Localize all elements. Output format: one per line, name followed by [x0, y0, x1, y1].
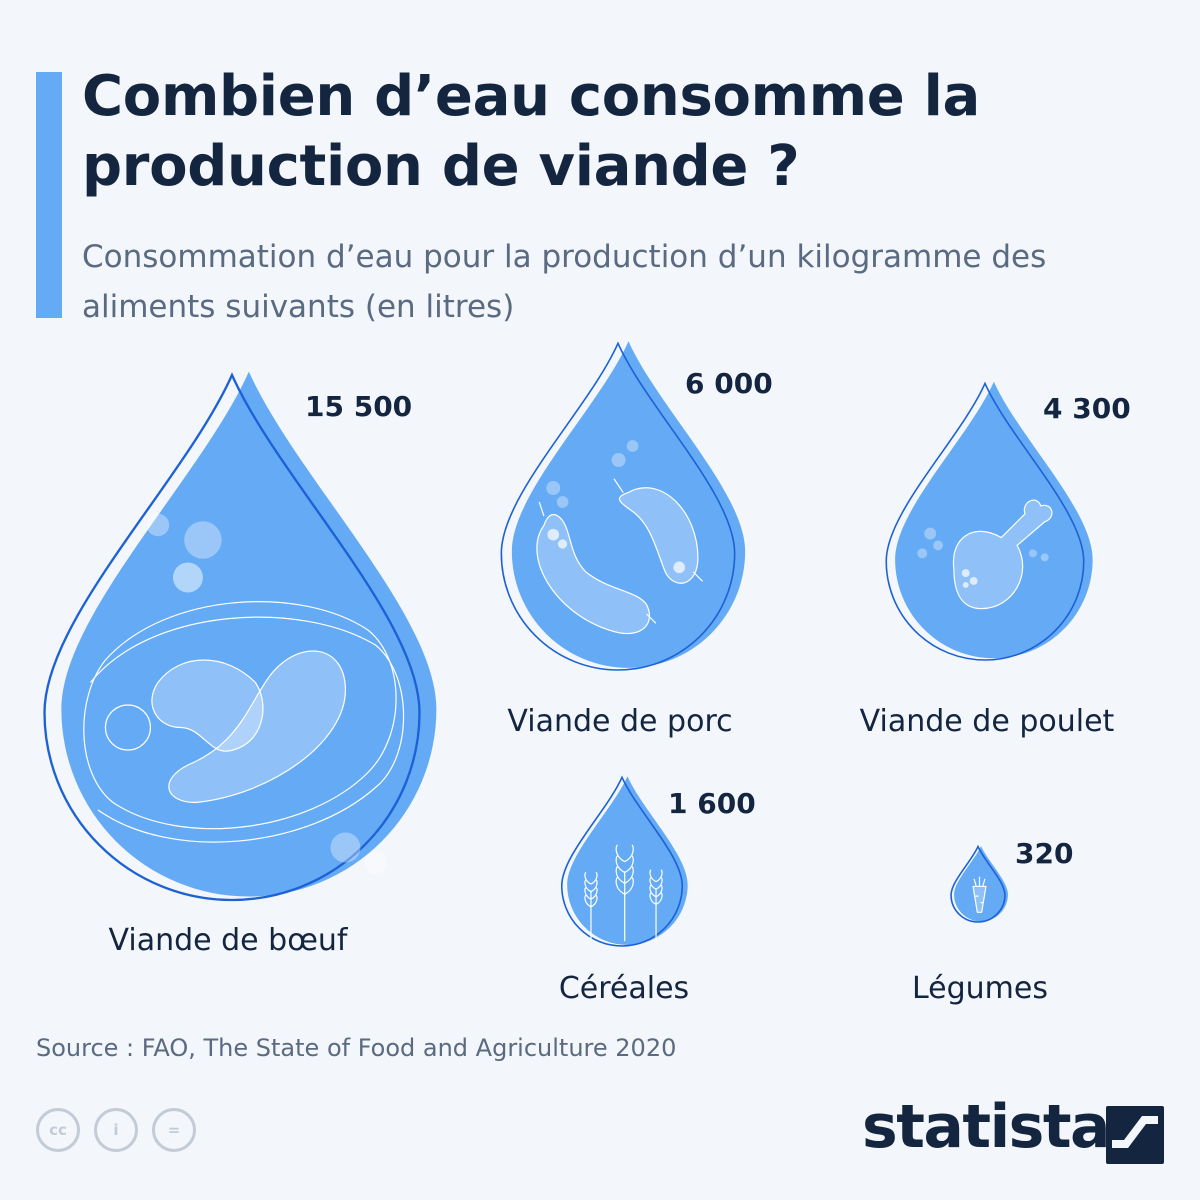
drop-outline: [950, 844, 1006, 923]
chicken-leg-icon: [917, 499, 1053, 610]
drop-fill: [511, 341, 746, 668]
statista-logo-text[interactable]: statista: [862, 1092, 1111, 1162]
drop-2: [885, 381, 1093, 661]
sausage-icon: [536, 440, 704, 635]
drop-outline: [885, 381, 1085, 661]
category-label: Viande de bœuf: [109, 923, 349, 958]
category-label: Céréales: [559, 971, 689, 1006]
steak-icon: [83, 513, 405, 874]
drop-fill: [954, 845, 1008, 922]
category-label: Viande de poulet: [860, 704, 1115, 739]
category-label: Légumes: [912, 971, 1048, 1006]
drop-4: [950, 844, 1008, 923]
no-derivatives-icon[interactable]: =: [152, 1108, 196, 1152]
drop-fill: [61, 371, 437, 897]
carrot-icon: [972, 876, 987, 913]
attribution-icon[interactable]: i: [94, 1108, 138, 1152]
drop-outline: [560, 775, 684, 947]
title-accent-bar: [36, 72, 62, 318]
license-icons: cc i =: [36, 1108, 196, 1152]
value-label: 6 000: [685, 367, 773, 400]
chart-title: Combien d’eau consomme la production de …: [82, 64, 981, 199]
cc-icon[interactable]: cc: [36, 1108, 80, 1152]
value-label: 15 500: [305, 390, 412, 423]
wheat-icon: [584, 844, 663, 942]
drop-3: [560, 775, 688, 947]
source-note: Source : FAO, The State of Food and Agri…: [36, 1034, 677, 1062]
drop-outline: [500, 341, 736, 671]
statista-logo-icon: [1106, 1106, 1164, 1164]
category-label: Viande de porc: [507, 704, 732, 739]
value-label: 4 300: [1043, 392, 1131, 425]
value-label: 1 600: [668, 787, 756, 820]
drop-fill: [895, 381, 1093, 659]
drop-0: [43, 371, 437, 902]
chart-subtitle: Consommation d’eau pour la production d’…: [82, 239, 1047, 325]
drop-1: [500, 341, 746, 671]
drop-outline: [43, 372, 421, 902]
value-label: 320: [1015, 837, 1073, 870]
